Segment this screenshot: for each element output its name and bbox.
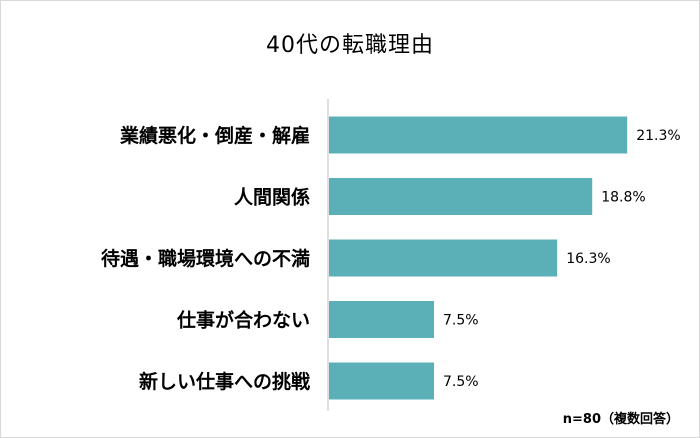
data-label: 7.5% <box>443 313 479 329</box>
category-label: 待遇・職場環境への不満 <box>101 247 310 270</box>
bar <box>329 116 628 154</box>
category-label: 人間関係 <box>234 186 310 209</box>
category-label: 新しい仕事への挑戦 <box>139 370 310 393</box>
data-label: 7.5% <box>443 374 479 390</box>
chart-title: 40代の転職理由 <box>266 33 434 58</box>
bar <box>329 301 434 338</box>
data-label: 21.3% <box>636 128 680 144</box>
category-label: 業績悪化・倒産・解雇 <box>119 124 310 147</box>
bar <box>329 362 434 400</box>
category-label: 仕事が合わない <box>176 309 310 332</box>
sample-note: n=80（複数回答） <box>562 412 679 427</box>
data-label: 16.3% <box>566 251 610 267</box>
data-label: 18.8% <box>601 190 645 206</box>
bar <box>329 239 558 277</box>
bar <box>329 178 593 215</box>
